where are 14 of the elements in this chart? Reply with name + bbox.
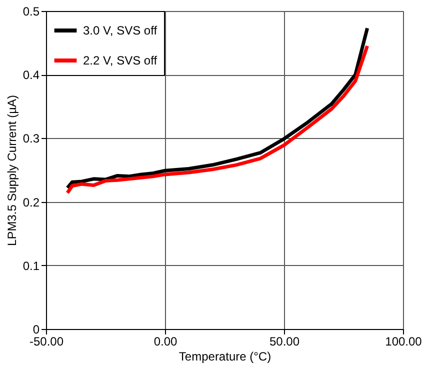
- y-tick-label: 0.2: [22, 195, 40, 210]
- x-tick-label: 50.00: [269, 334, 300, 348]
- y-tick-label: 0.1: [22, 258, 40, 273]
- y-tick-label: 0.5: [22, 4, 40, 18]
- legend-label: 3.0 V, SVS off: [83, 24, 158, 38]
- x-tick-label: 100.00: [385, 334, 422, 348]
- y-tick-label: 0.4: [22, 68, 40, 82]
- x-tick-label: 0.00: [154, 334, 178, 348]
- y-tick-label: 0: [32, 322, 40, 336]
- x-tick-label: -50.00: [29, 334, 64, 348]
- y-tick-label: 0.3: [22, 132, 40, 146]
- y-axis-title: LPM3.5 Supply Current (µA): [4, 95, 19, 246]
- legend-label: 2.2 V, SVS off: [83, 54, 158, 68]
- x-axis-title: Temperature (°C): [178, 350, 272, 364]
